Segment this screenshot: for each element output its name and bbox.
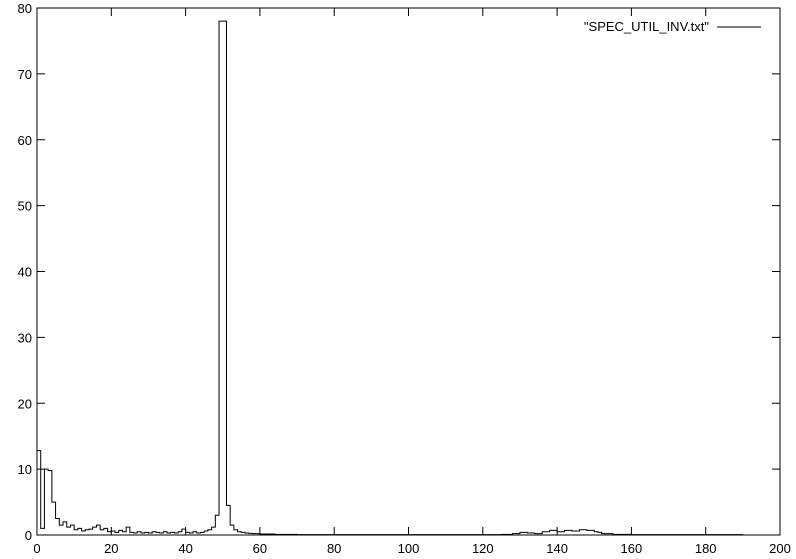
y-tick-label: 10: [18, 462, 32, 477]
x-tick-label: 40: [178, 541, 192, 556]
axis-ticks: [36, 7, 781, 536]
legend-label: "SPEC_UTIL_INV.txt": [584, 19, 709, 34]
y-tick-label: 70: [18, 67, 32, 82]
y-tick-label: 20: [18, 396, 32, 411]
x-tick-label: 0: [33, 541, 40, 556]
y-tick-label: 30: [18, 330, 32, 345]
y-tick-label: 0: [25, 528, 32, 543]
plot-frame: [36, 7, 781, 536]
x-tick-label: 100: [398, 541, 420, 556]
x-tick-label: 180: [695, 541, 717, 556]
y-tick-label: 60: [18, 133, 32, 148]
x-tick-label: 140: [546, 541, 568, 556]
x-tick-label: 200: [769, 541, 791, 556]
x-tick-label: 20: [104, 541, 118, 556]
x-tick-label: 60: [253, 541, 267, 556]
axis-tick-labels: 0 20 40 60 80 100 120 140 160 180 200 0 10 20 30 40 50 60…: [18, 1, 791, 556]
y-tick-label: 40: [18, 265, 32, 280]
y-tick-label: 50: [18, 199, 32, 214]
y-tick-label: 80: [18, 1, 32, 16]
x-tick-label: 160: [621, 541, 643, 556]
series-line-spec-util-inv: [36, 20, 758, 536]
x-tick-label: 80: [327, 541, 341, 556]
legend: "SPEC_UTIL_INV.txt": [584, 19, 761, 34]
x-tick-label: 120: [472, 541, 494, 556]
